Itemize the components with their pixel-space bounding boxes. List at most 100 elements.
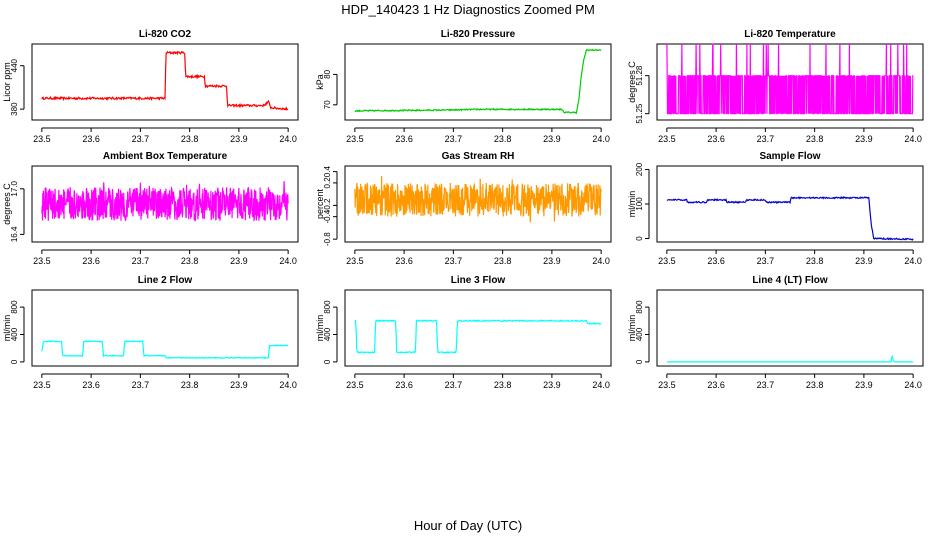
panel-title: Li-820 Pressure bbox=[441, 29, 516, 40]
y-tick-label: 800 bbox=[10, 300, 19, 314]
x-axis-label: Hour of Day (UTC) bbox=[414, 518, 522, 533]
y-tick-label: 0 bbox=[635, 359, 644, 364]
x-tick-label: 23.5 bbox=[33, 256, 51, 266]
x-tick-label: 23.8 bbox=[806, 380, 824, 390]
x-tick-label: 23.9 bbox=[855, 256, 873, 266]
plot-frame bbox=[656, 43, 924, 121]
series-line bbox=[666, 43, 914, 115]
panel-3: Ambient Box Temperature degrees C 23.5 23.6… bbox=[2, 151, 299, 266]
panel-0: Li-820 CO2 Licor ppm 23.5 23.6 23.7 23.8 23.9 2… bbox=[2, 29, 299, 144]
x-tick-label: 23.7 bbox=[757, 380, 775, 390]
x-tick-label: 23.7 bbox=[445, 256, 463, 266]
x-tick-label: 23.9 bbox=[230, 380, 248, 390]
x-tick-label: 23.9 bbox=[230, 256, 248, 266]
plot-frame bbox=[344, 289, 612, 367]
panels-group: Li-820 CO2 Licor ppm 23.5 23.6 23.7 23.8 23.9 2… bbox=[2, 29, 924, 390]
x-tick-label: 23.9 bbox=[230, 134, 248, 144]
x-tick-label: 24.0 bbox=[904, 256, 922, 266]
x-tick-label: 23.6 bbox=[395, 256, 413, 266]
y-tick-label: 380 bbox=[10, 102, 19, 116]
series-line bbox=[41, 340, 289, 360]
x-tick-label: 23.6 bbox=[707, 134, 725, 144]
y-tick-label: 17.0 bbox=[10, 180, 19, 196]
y-tick-label: 800 bbox=[635, 300, 644, 314]
panel-7: Line 3 Flow ml/min 23.5 23.6 23.7 23.8 23.9 24.… bbox=[315, 275, 612, 390]
y-tick-label: -0.2 bbox=[323, 198, 332, 212]
x-tick-label: 23.6 bbox=[395, 380, 413, 390]
y-tick-label: 51.25 bbox=[635, 103, 644, 124]
x-tick-label: 23.5 bbox=[346, 134, 364, 144]
x-tick-label: 23.6 bbox=[82, 380, 100, 390]
plot-frame bbox=[31, 43, 299, 121]
y-tick-label: 51.28 bbox=[635, 65, 644, 86]
plot-frame bbox=[656, 289, 924, 367]
y-tick-label: 0.4 bbox=[323, 166, 332, 178]
series-line bbox=[666, 195, 914, 241]
x-tick-label: 24.0 bbox=[279, 380, 297, 390]
y-tick-label: 800 bbox=[323, 300, 332, 314]
x-tick-label: 23.7 bbox=[132, 380, 150, 390]
y-tick-label: 440 bbox=[10, 58, 19, 72]
x-tick-label: 23.5 bbox=[33, 380, 51, 390]
panel-title: Ambient Box Temperature bbox=[103, 151, 228, 162]
y-axis-label: ml/min bbox=[315, 315, 325, 342]
panel-title: Line 2 Flow bbox=[138, 275, 193, 286]
series-line bbox=[354, 48, 602, 115]
y-axis-label: ml/min bbox=[2, 315, 12, 342]
x-tick-label: 23.9 bbox=[543, 256, 561, 266]
plot-frame bbox=[344, 165, 612, 243]
x-tick-label: 24.0 bbox=[904, 380, 922, 390]
x-tick-label: 23.7 bbox=[132, 134, 150, 144]
panel-4: Gas Stream RH percent 23.5 23.6 23.7 23.8 23.9… bbox=[315, 151, 612, 266]
panel-title: Li-820 CO2 bbox=[139, 29, 192, 40]
series-line bbox=[666, 354, 914, 363]
x-tick-label: 23.8 bbox=[806, 134, 824, 144]
x-tick-label: 23.8 bbox=[181, 380, 199, 390]
x-tick-label: 23.6 bbox=[395, 134, 413, 144]
panel-2: Li-820 Temperature degrees C 23.5 23.6 23.7 2… bbox=[627, 29, 924, 144]
x-tick-label: 23.7 bbox=[132, 256, 150, 266]
x-tick-label: 23.8 bbox=[494, 134, 512, 144]
y-axis-label: kPa bbox=[315, 74, 325, 90]
y-axis-label: Licor ppm bbox=[2, 62, 12, 102]
x-tick-label: 23.5 bbox=[658, 134, 676, 144]
plot-frame bbox=[656, 165, 924, 243]
y-tick-label: 0.2 bbox=[323, 177, 332, 189]
x-tick-label: 24.0 bbox=[279, 256, 297, 266]
y-tick-label: 400 bbox=[635, 327, 644, 341]
x-tick-label: 23.9 bbox=[855, 134, 873, 144]
y-tick-label: -0.4 bbox=[323, 209, 332, 223]
plot-frame bbox=[344, 43, 612, 121]
series-line bbox=[41, 50, 289, 111]
y-tick-label: 100 bbox=[635, 197, 644, 211]
y-tick-label: 0 bbox=[635, 236, 644, 241]
y-tick-label: 0 bbox=[323, 359, 332, 364]
x-tick-label: 23.5 bbox=[33, 134, 51, 144]
x-tick-label: 24.0 bbox=[592, 256, 610, 266]
x-tick-label: 23.5 bbox=[346, 380, 364, 390]
series-line bbox=[354, 319, 602, 354]
panel-title: Line 3 Flow bbox=[451, 275, 506, 286]
x-tick-label: 23.8 bbox=[181, 256, 199, 266]
y-axis-label: degrees C bbox=[627, 61, 637, 103]
y-axis-label: ml/min bbox=[627, 315, 637, 342]
x-tick-label: 23.9 bbox=[543, 134, 561, 144]
y-tick-label: 400 bbox=[10, 327, 19, 341]
y-tick-label: -0.8 bbox=[323, 232, 332, 246]
plot-frame bbox=[31, 289, 299, 367]
series-line bbox=[354, 175, 602, 223]
series-line bbox=[41, 181, 289, 222]
x-tick-label: 23.8 bbox=[806, 256, 824, 266]
y-axis-label: ml/min bbox=[627, 191, 637, 218]
x-tick-label: 23.7 bbox=[757, 134, 775, 144]
x-tick-label: 23.6 bbox=[707, 380, 725, 390]
panel-title: Sample Flow bbox=[759, 151, 820, 162]
panel-title: Gas Stream RH bbox=[442, 151, 515, 162]
y-axis-label: percent bbox=[315, 188, 325, 219]
x-tick-label: 23.7 bbox=[445, 134, 463, 144]
x-tick-label: 23.8 bbox=[494, 380, 512, 390]
y-tick-label: 400 bbox=[323, 327, 332, 341]
y-tick-label: 0 bbox=[10, 359, 19, 364]
x-tick-label: 23.5 bbox=[658, 256, 676, 266]
y-tick-label: 16.4 bbox=[10, 226, 19, 242]
